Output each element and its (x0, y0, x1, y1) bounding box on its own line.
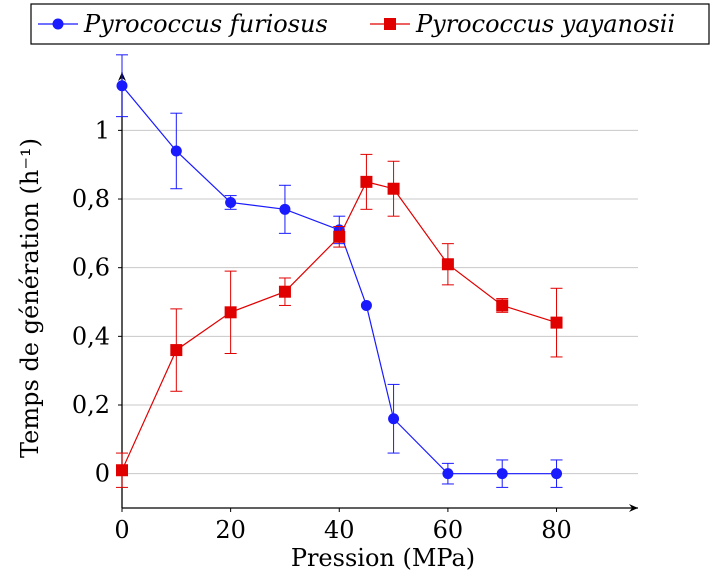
data-point (551, 468, 563, 480)
tick-labels: 0 0,2 0,4 0,6 0,8 1 0 20 40 60 80 (72, 116, 572, 544)
data-point (278, 285, 291, 298)
legend: Pyrococcus furiosus Pyrococcus yayanosii (30, 3, 710, 45)
legend-marker (52, 18, 64, 30)
x-tick-label: 60 (433, 516, 464, 544)
y-axis-title: Temps de génération (h⁻¹) (16, 138, 44, 458)
legend-marker (384, 18, 396, 30)
x-tick-label: 80 (541, 516, 572, 544)
data-point (442, 468, 454, 480)
y-tick-label: 0,6 (72, 254, 110, 282)
x-tick-label: 40 (324, 516, 355, 544)
legend-label: Pyrococcus furiosus (83, 10, 328, 38)
grid-lines (122, 129, 638, 475)
data-point (360, 175, 373, 188)
series-line (121, 181, 557, 471)
y-tick-label: 0,8 (72, 185, 110, 213)
x-axis-title: Pression (MPa) (291, 544, 475, 572)
data-point (279, 203, 291, 215)
series-1 (116, 54, 563, 488)
data-point (496, 468, 508, 480)
series-line (121, 85, 557, 475)
y-tick-label: 1 (95, 116, 110, 144)
axes (118, 72, 638, 512)
data-point (388, 413, 400, 425)
data-point (116, 80, 128, 92)
data-point (116, 464, 128, 477)
data-point (170, 344, 183, 357)
x-tick-label: 0 (114, 516, 129, 544)
data-point (550, 316, 563, 329)
y-tick-label: 0,2 (72, 391, 110, 419)
legend-label: Pyrococcus yayanosii (415, 10, 675, 38)
y-tick-label: 0,4 (72, 322, 110, 350)
data-point (360, 299, 372, 311)
data-point (441, 258, 454, 271)
data-point (170, 145, 182, 157)
data-point (225, 196, 237, 208)
x-axis-arrow (629, 504, 638, 512)
x-tick-label: 20 (215, 516, 246, 544)
data-point (387, 182, 400, 195)
y-tick-label: 0 (95, 460, 110, 488)
series-2 (116, 153, 563, 488)
series-layer (116, 54, 563, 488)
data-point (496, 299, 509, 312)
data-point (333, 230, 346, 243)
data-point (224, 306, 237, 319)
